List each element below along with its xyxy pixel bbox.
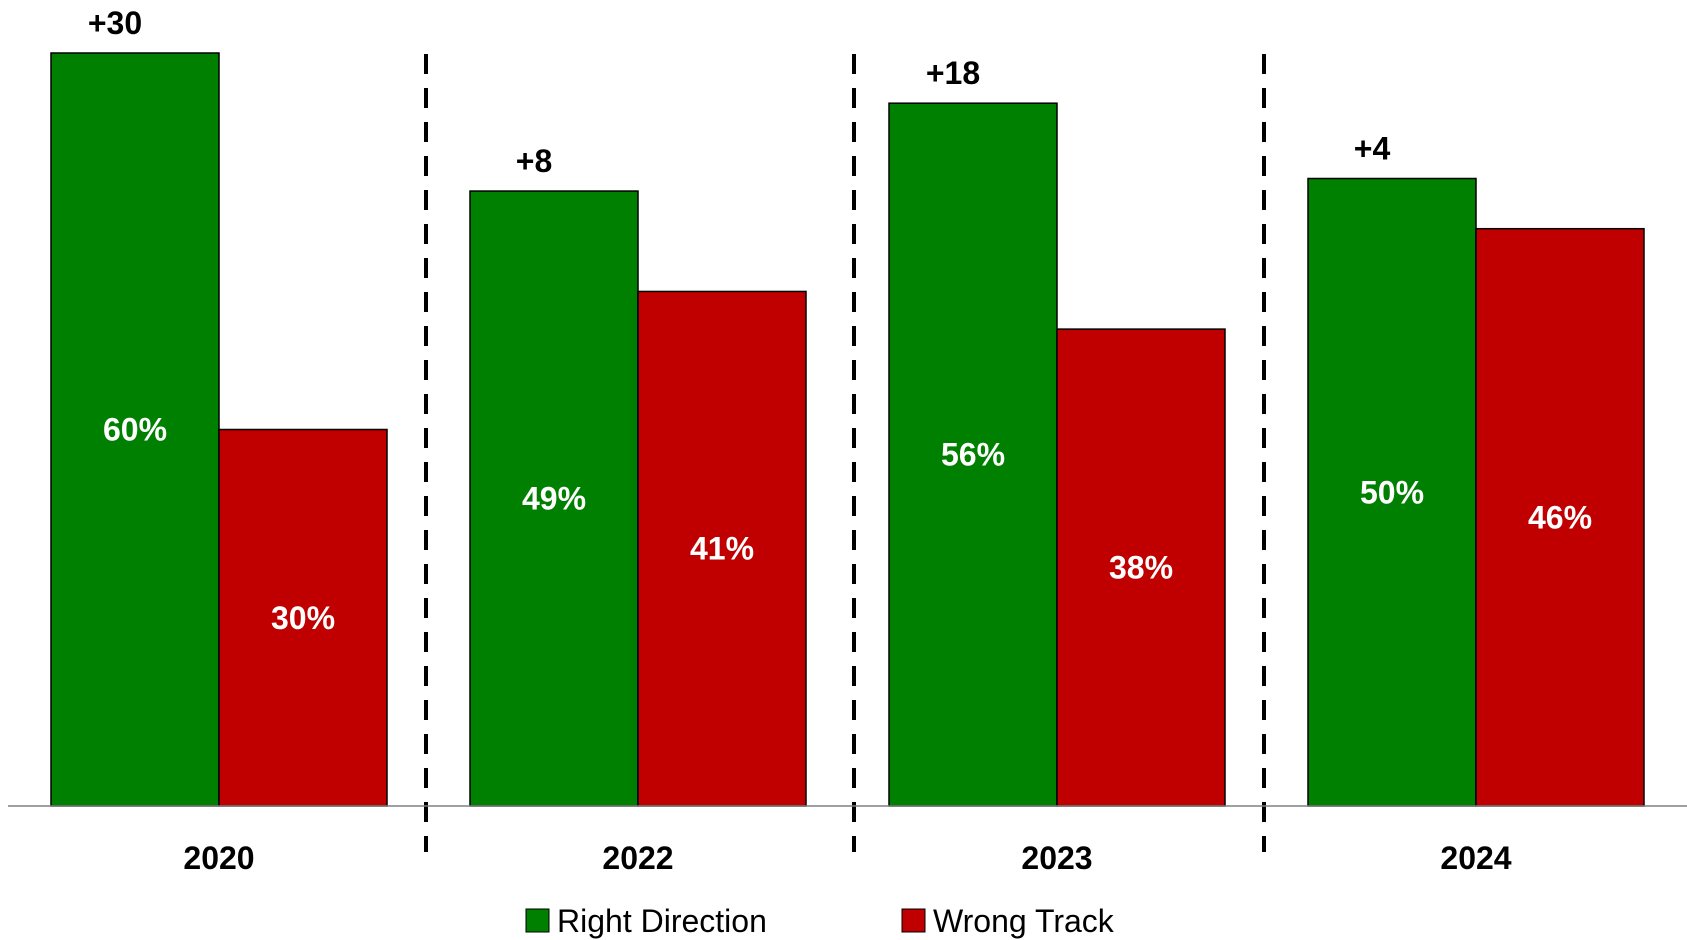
x-tick-label-2022: 2022 bbox=[602, 840, 673, 876]
value-label-wrong-track-2023: 38% bbox=[1109, 550, 1173, 586]
value-label-right-direction-2022: 49% bbox=[522, 481, 586, 517]
value-label-right-direction-2020: 60% bbox=[103, 412, 167, 448]
value-label-wrong-track-2020: 30% bbox=[271, 600, 335, 636]
legend-swatch-right-direction bbox=[525, 908, 550, 933]
bar-wrong-track-2023 bbox=[1056, 328, 1226, 807]
difference-label-2022: +8 bbox=[516, 143, 552, 179]
x-tick-label-2020: 2020 bbox=[183, 840, 254, 876]
x-tick-label-2023: 2023 bbox=[1021, 840, 1092, 876]
difference-label-2020: +30 bbox=[88, 5, 142, 41]
group-dividers bbox=[424, 54, 1266, 852]
difference-label-2024: +4 bbox=[1354, 131, 1391, 167]
value-label-wrong-track-2022: 41% bbox=[690, 531, 754, 567]
legend-label-wrong-track: Wrong Track bbox=[933, 903, 1115, 939]
labels-group: 60% 30% +30 2020 49% 41% +8 2022 56% 38% +18 2023 50… bbox=[88, 5, 1592, 876]
bar-wrong-track-2024 bbox=[1475, 227, 1645, 807]
bar-wrong-track-2020 bbox=[218, 428, 388, 807]
bars-group bbox=[50, 52, 1645, 807]
value-label-wrong-track-2024: 46% bbox=[1528, 499, 1592, 535]
value-label-right-direction-2024: 50% bbox=[1360, 474, 1424, 510]
difference-label-2023: +18 bbox=[926, 55, 980, 91]
bar-wrong-track-2022 bbox=[637, 290, 807, 807]
x-tick-label-2024: 2024 bbox=[1440, 840, 1511, 876]
legend-label-right-direction: Right Direction bbox=[557, 903, 767, 939]
value-label-right-direction-2023: 56% bbox=[941, 437, 1005, 473]
legend-swatch-wrong-track bbox=[901, 908, 926, 933]
legend: Right Direction Wrong Track bbox=[525, 903, 1115, 939]
